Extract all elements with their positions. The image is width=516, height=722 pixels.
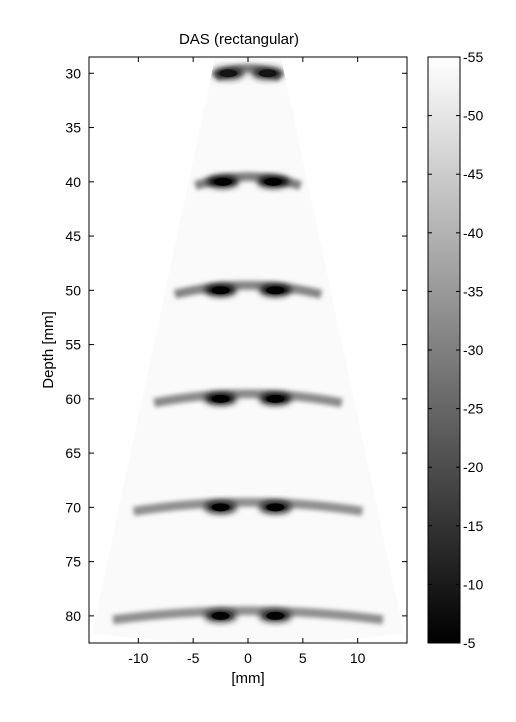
sidelobe-band [194, 172, 302, 191]
target-lobe-core [266, 394, 285, 403]
colorbar-gradient [427, 56, 461, 644]
y-tick-label: 80 [65, 608, 81, 624]
y-axis: 30 35 40 45 50 55 60 65 70 75 80 [65, 65, 407, 624]
x-tick-label: -5 [187, 650, 200, 666]
x-axis-label: [mm] [231, 670, 264, 687]
point-targets [112, 63, 384, 625]
y-tick-label: 50 [65, 282, 81, 298]
target-lobe-core [211, 503, 230, 512]
target-depth-40 [194, 172, 302, 191]
colorbar-tick-label: -45 [463, 166, 483, 182]
colorbar-tick-label: -20 [463, 459, 483, 475]
y-tick-label: 45 [65, 228, 81, 244]
y-tick-label: 40 [65, 174, 81, 190]
y-tick-label: 35 [65, 120, 81, 136]
x-axis: -10 -5 0 5 10 [128, 57, 366, 666]
plot-area: -10 -5 0 5 10 30 35 40 45 50 55 60 65 70 75 80 [65, 56, 408, 666]
colorbar-ticks: -5 -10 -15 -20 -25 -30 -35 -40 -45 -50 -55 [428, 49, 483, 651]
x-tick-label: 0 [244, 650, 252, 666]
y-tick-label: 75 [65, 554, 81, 570]
target-lobe-core [213, 177, 232, 186]
colorbar-tick-label: -10 [463, 576, 483, 592]
target-depth-30 [212, 63, 284, 82]
x-tick-label: 5 [299, 650, 307, 666]
target-depth-50 [173, 280, 323, 299]
sidelobe-band [173, 280, 323, 299]
y-tick-label: 70 [65, 499, 81, 515]
colorbar-tick-label: -35 [463, 283, 483, 299]
colorbar-tick-label: -15 [463, 518, 483, 534]
colorbar-tick-label: -40 [463, 225, 483, 241]
colorbar: -5 -10 -15 -20 -25 -30 -35 -40 -45 -50 -55 [427, 49, 483, 651]
colorbar-tick-label: -50 [463, 108, 483, 124]
target-lobe-core [211, 286, 230, 295]
target-lobe-core [266, 611, 285, 620]
target-lobe-core [211, 394, 230, 403]
target-lobe-core [266, 503, 285, 512]
target-depth-60 [153, 389, 343, 408]
y-axis-label: Depth [mm] [40, 311, 57, 389]
y-tick-label: 65 [65, 445, 81, 461]
x-tick-label: -10 [128, 650, 148, 666]
colorbar-tick-label: -30 [463, 342, 483, 358]
target-lobe-core [264, 177, 283, 186]
colorbar-tick-label: -5 [463, 635, 476, 651]
target-depth-70 [132, 497, 364, 516]
target-lobe-core [219, 69, 238, 78]
chart-title: DAS (rectangular) [179, 31, 299, 48]
colorbar-tick-label: -25 [463, 401, 483, 417]
y-tick-label: 60 [65, 391, 81, 407]
sidelobe-band [153, 389, 343, 408]
target-lobe-core [266, 286, 285, 295]
target-depth-80 [112, 606, 384, 625]
colorbar-tick-label: -55 [463, 49, 483, 65]
y-tick-label: 55 [65, 337, 81, 353]
target-lobe-core [258, 69, 277, 78]
y-tick-label: 30 [65, 65, 81, 81]
image-sector [92, 57, 404, 644]
sidelobe-band [112, 606, 384, 625]
target-lobe-core [211, 611, 230, 620]
sidelobe-band [132, 497, 364, 516]
x-tick-label: 10 [350, 650, 366, 666]
